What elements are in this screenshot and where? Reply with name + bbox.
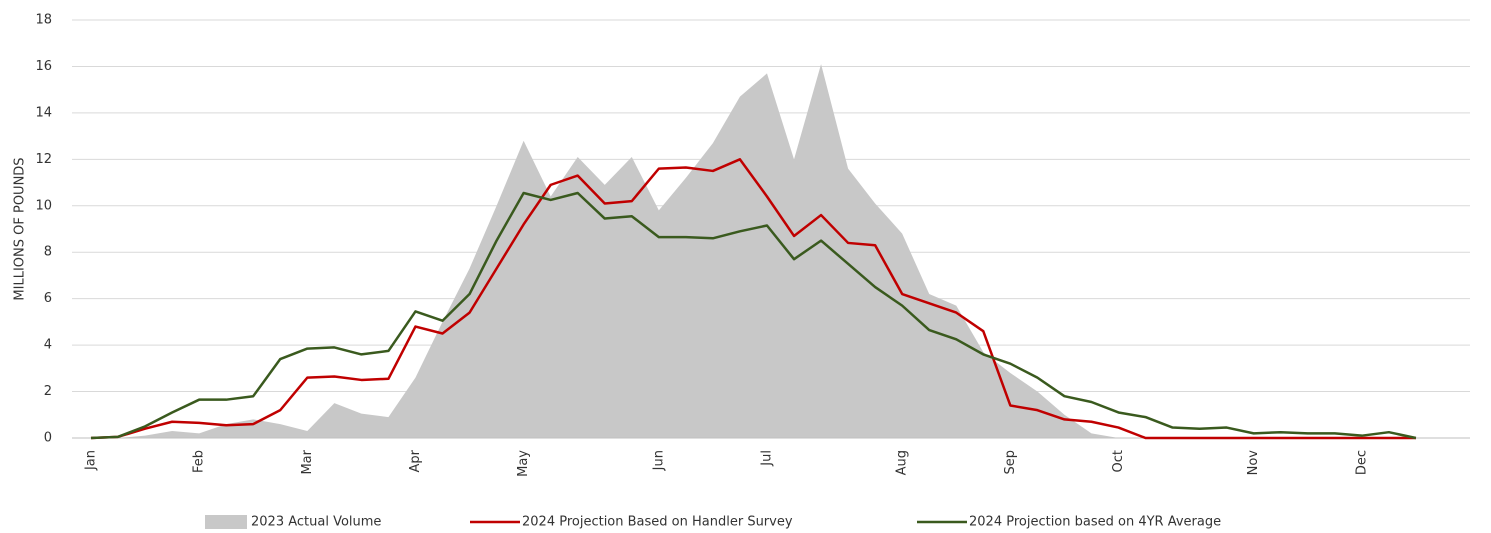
x-tick-label: Dec (1354, 450, 1369, 475)
area (91, 64, 1470, 438)
y-tick-label: 0 (44, 431, 52, 446)
x-tick-label: May (516, 450, 531, 477)
y-tick-label: 8 (44, 245, 52, 260)
x-tick-label: Apr (408, 449, 423, 472)
x-tick-label: Jul (759, 450, 774, 467)
y-tick-label: 18 (35, 13, 52, 28)
y-axis-label: MILLIONS OF POUNDS (13, 157, 28, 300)
legend-label: 2023 Actual Volume (251, 515, 381, 530)
y-tick-label: 2 (44, 384, 52, 399)
y-tick-label: 12 (35, 152, 52, 167)
y-tick-label: 4 (44, 338, 52, 353)
line (90, 158, 1416, 440)
y-tick-label: 6 (44, 291, 52, 306)
x-tick-label: Sep (1003, 450, 1018, 475)
y-tick-label: 10 (35, 198, 52, 213)
x-tick-label: Feb (192, 450, 207, 473)
y-tick-label: 14 (35, 105, 52, 120)
x-tick-label: Nov (1246, 450, 1261, 476)
x-tick-label: Jun (651, 450, 666, 471)
legend-label: 2024 Projection Based on Handler Survey (522, 515, 793, 530)
x-tick-label: Mar (300, 449, 315, 474)
x-tick-label: Aug (895, 450, 910, 475)
legend-label: 2024 Projection based on 4YR Average (969, 515, 1221, 530)
line (90, 191, 1417, 440)
x-tick-label: Oct (1111, 450, 1126, 472)
x-tick-label: Jan (84, 450, 99, 471)
y-tick-label: 16 (35, 59, 52, 74)
legend-swatch (205, 515, 247, 529)
